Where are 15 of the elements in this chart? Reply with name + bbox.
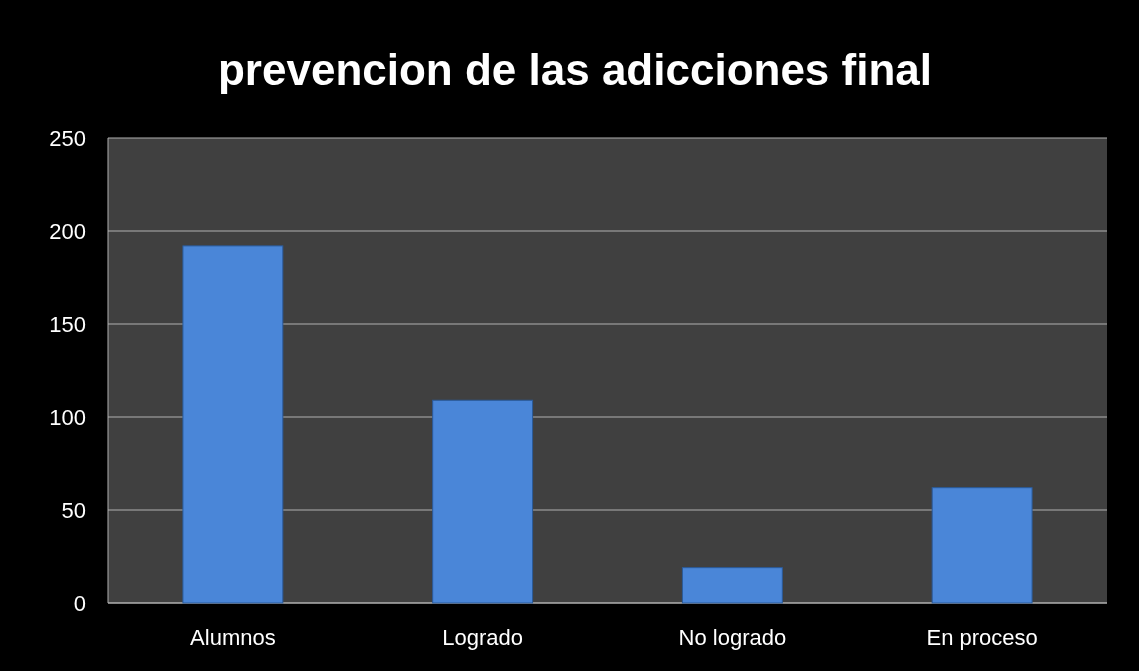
y-tick-label: 150	[49, 311, 86, 337]
y-tick-label: 200	[49, 218, 86, 244]
chart-title: prevencion de las adicciones final	[217, 45, 933, 94]
x-tick-label: Logrado	[442, 625, 523, 650]
x-tick-label: En proceso	[926, 625, 1038, 650]
y-tick-label: 100	[49, 404, 86, 430]
x-tick-label: Alumnos	[190, 625, 276, 650]
bar	[931, 487, 1033, 604]
y-tick-label: 50	[61, 497, 86, 523]
y-tick-label: 250	[49, 125, 86, 151]
bar	[182, 245, 284, 604]
bar	[432, 399, 534, 604]
bar	[681, 567, 783, 604]
x-tick-label: No logrado	[678, 625, 787, 650]
y-tick-label: 0	[73, 590, 86, 616]
